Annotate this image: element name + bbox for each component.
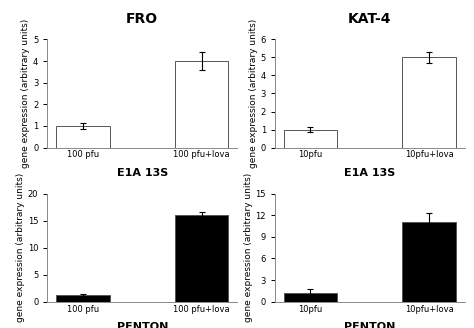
Bar [402,222,456,302]
Bar [56,126,109,148]
Y-axis label: gene expression (arbitrary units): gene expression (arbitrary units) [249,19,258,168]
Bar [56,295,109,302]
X-axis label: E1A 13S: E1A 13S [344,168,395,178]
Bar [283,130,337,148]
Text: FRO: FRO [126,12,158,26]
Bar [175,61,228,148]
X-axis label: PENTON: PENTON [117,322,168,328]
Bar [402,57,456,148]
Bar [175,215,228,302]
Y-axis label: gene expression (arbitrary units): gene expression (arbitrary units) [16,173,25,322]
X-axis label: PENTON: PENTON [344,322,395,328]
Bar [283,293,337,302]
Y-axis label: gene expression (arbitrary units): gene expression (arbitrary units) [244,173,253,322]
Y-axis label: gene expression (arbitrary units): gene expression (arbitrary units) [21,19,30,168]
Text: KAT-4: KAT-4 [348,12,392,26]
X-axis label: E1A 13S: E1A 13S [117,168,168,178]
